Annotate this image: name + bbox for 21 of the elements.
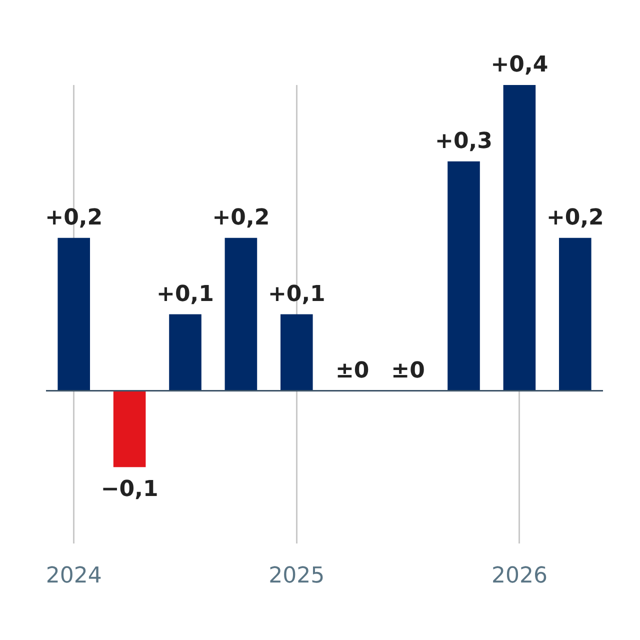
bar	[280, 314, 313, 391]
data-label: −0,1	[100, 476, 158, 502]
data-label: +0,3	[435, 129, 492, 154]
x-tick-label: 2025	[268, 564, 325, 589]
bar	[169, 314, 202, 391]
bar	[224, 238, 258, 391]
data-label: +0,1	[268, 282, 326, 308]
bar	[558, 238, 592, 391]
data-label: +0,2	[546, 206, 604, 231]
data-label: ±0	[335, 358, 370, 384]
bar	[113, 390, 146, 468]
data-label: +0,2	[212, 206, 270, 231]
x-tick-label: 2024	[46, 564, 102, 589]
x-tick-label: 2026	[491, 564, 548, 589]
bar	[503, 85, 536, 391]
data-label: ±0	[391, 358, 425, 384]
bar	[448, 161, 480, 391]
data-label: +0,2	[45, 206, 103, 231]
data-label: +0,1	[156, 282, 214, 308]
data-label: +0,4	[490, 52, 548, 78]
bar	[58, 238, 90, 391]
